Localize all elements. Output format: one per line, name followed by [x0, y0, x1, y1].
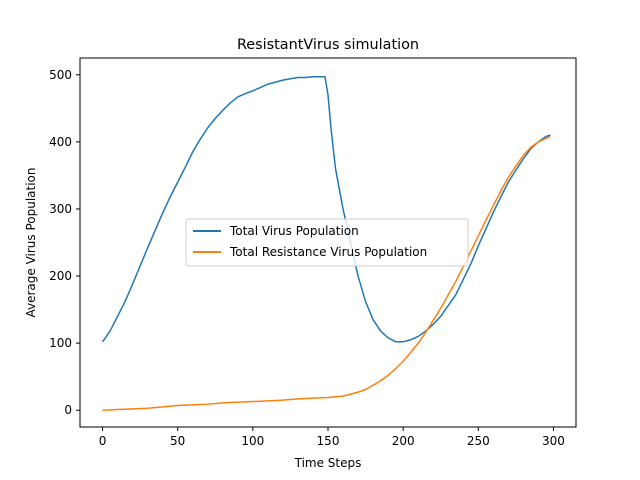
- x-tick-label: 100: [241, 434, 264, 448]
- y-tick-label: 400: [49, 135, 72, 149]
- x-axis-label: Time Steps: [294, 456, 362, 470]
- legend: Total Virus Population Total Resistance …: [185, 218, 469, 267]
- x-ticks: 0 50 100 150 200 250 300: [99, 427, 565, 448]
- y-tick-label: 200: [49, 269, 72, 283]
- series-line-total-virus: [101, 76, 551, 343]
- y-ticks: 0 100 200 300 400 500: [49, 68, 80, 417]
- x-tick-label: 0: [99, 434, 107, 448]
- series-line-resistance-virus: [102, 135, 551, 411]
- x-tick-label: 150: [317, 434, 340, 448]
- series-lines: [101, 76, 551, 411]
- y-tick-label: 100: [49, 336, 72, 350]
- y-axis-label: Average Virus Population: [24, 167, 38, 317]
- x-tick-label: 50: [170, 434, 185, 448]
- y-tick-label: 300: [49, 202, 72, 216]
- y-tick-label: 500: [49, 68, 72, 82]
- x-tick-label: 200: [392, 434, 415, 448]
- x-tick-label: 300: [542, 434, 565, 448]
- legend-label-resistance: Total Resistance Virus Population: [229, 245, 427, 259]
- x-tick-label: 250: [467, 434, 490, 448]
- legend-box: [185, 218, 469, 267]
- y-tick-label: 0: [64, 403, 72, 417]
- legend-label-total: Total Virus Population: [229, 224, 359, 238]
- chart-title: ResistantVirus simulation: [237, 37, 419, 53]
